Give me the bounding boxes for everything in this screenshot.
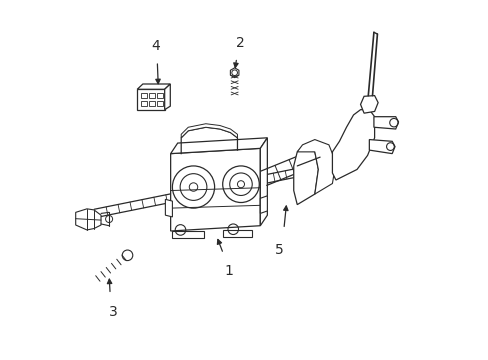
Polygon shape: [141, 100, 147, 106]
Polygon shape: [137, 84, 170, 89]
Text: 5: 5: [275, 243, 284, 257]
Polygon shape: [137, 89, 164, 110]
Polygon shape: [260, 138, 267, 226]
Polygon shape: [157, 100, 162, 106]
Polygon shape: [230, 68, 239, 78]
Polygon shape: [373, 117, 398, 129]
Polygon shape: [297, 140, 335, 194]
Polygon shape: [141, 93, 147, 98]
Polygon shape: [76, 209, 101, 230]
Text: 4: 4: [151, 39, 160, 53]
Polygon shape: [293, 147, 318, 204]
Polygon shape: [260, 196, 267, 213]
Polygon shape: [368, 140, 394, 154]
Polygon shape: [181, 124, 237, 138]
Polygon shape: [157, 93, 162, 98]
Polygon shape: [164, 84, 170, 110]
Polygon shape: [149, 100, 155, 106]
Polygon shape: [170, 138, 267, 154]
Text: 1: 1: [224, 264, 233, 278]
Polygon shape: [172, 231, 203, 238]
Polygon shape: [332, 110, 374, 180]
Text: 3: 3: [109, 305, 118, 319]
Polygon shape: [165, 199, 172, 217]
Text: 2: 2: [235, 36, 244, 50]
Polygon shape: [149, 93, 155, 98]
Polygon shape: [223, 230, 251, 237]
Polygon shape: [170, 148, 260, 231]
Polygon shape: [360, 96, 377, 113]
